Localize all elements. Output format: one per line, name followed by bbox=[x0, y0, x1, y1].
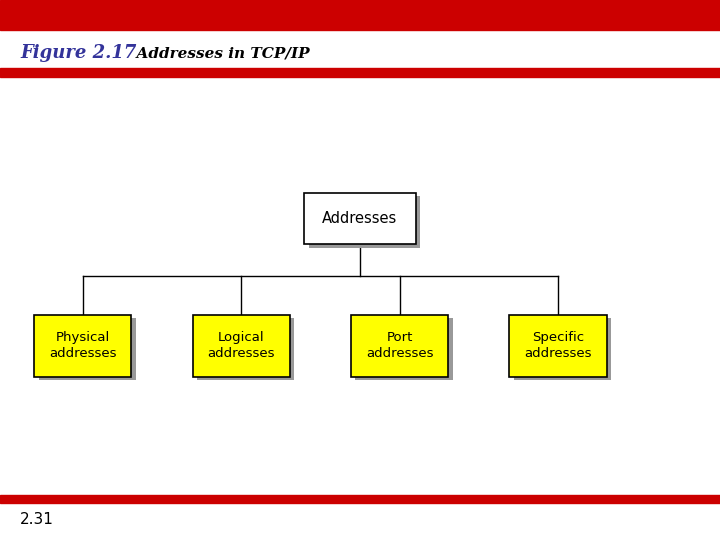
Bar bbox=[510, 314, 606, 377]
Text: Physical
addresses: Physical addresses bbox=[49, 331, 117, 360]
Text: 2.31: 2.31 bbox=[20, 512, 54, 527]
Bar bbox=[308, 197, 420, 247]
Bar bbox=[193, 314, 289, 377]
Bar bbox=[35, 314, 132, 377]
Bar bbox=[514, 318, 611, 380]
Bar bbox=[0, 68, 720, 77]
Text: Port
addresses: Port addresses bbox=[366, 331, 433, 360]
Bar bbox=[304, 193, 416, 244]
Text: Logical
addresses: Logical addresses bbox=[207, 331, 275, 360]
Bar bbox=[351, 314, 448, 377]
Text: Addresses in TCP/IP: Addresses in TCP/IP bbox=[126, 46, 310, 60]
Bar bbox=[39, 318, 135, 380]
Bar bbox=[0, 0, 720, 30]
Text: Specific
addresses: Specific addresses bbox=[524, 331, 592, 360]
Text: Figure 2.17: Figure 2.17 bbox=[20, 44, 137, 63]
Bar bbox=[0, 495, 720, 503]
Bar bbox=[356, 318, 453, 380]
Bar bbox=[197, 318, 294, 380]
Text: Addresses: Addresses bbox=[323, 211, 397, 226]
